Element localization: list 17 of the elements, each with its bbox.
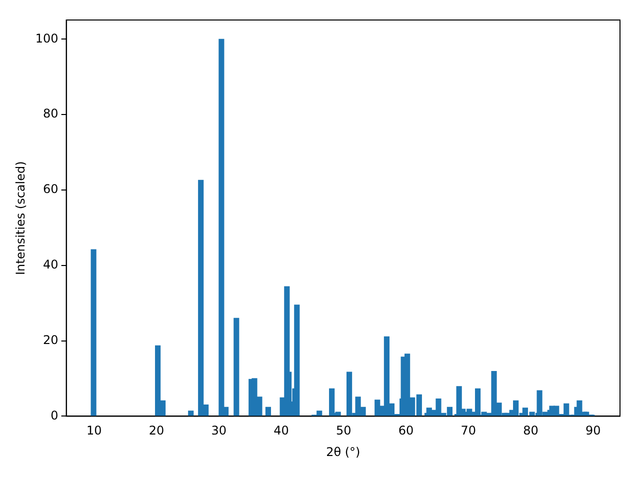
x-tick-label: 90	[586, 424, 601, 438]
y-tick-label: 80	[43, 106, 58, 121]
x-tick-label: 70	[460, 424, 476, 438]
y-tick-label: 20	[43, 332, 58, 347]
x-axis-title: 2θ (°)	[326, 444, 360, 459]
x-tick-label: 50	[336, 424, 352, 438]
y-tick-label: 60	[43, 182, 58, 196]
x-tick-label: 20	[148, 424, 164, 438]
x-tick-label: 10	[86, 424, 102, 438]
y-tick-label: 0	[50, 408, 58, 422]
y-tick-label: 40	[43, 258, 58, 272]
x-tick-label: 60	[398, 424, 414, 438]
x-tick-label: 80	[523, 424, 538, 438]
x-tick-label: 40	[274, 424, 289, 438]
y-axis-title: Intensities (scaled)	[13, 161, 28, 276]
x-tick-label: 30	[211, 424, 227, 438]
y-tick-label: 100	[35, 31, 58, 46]
